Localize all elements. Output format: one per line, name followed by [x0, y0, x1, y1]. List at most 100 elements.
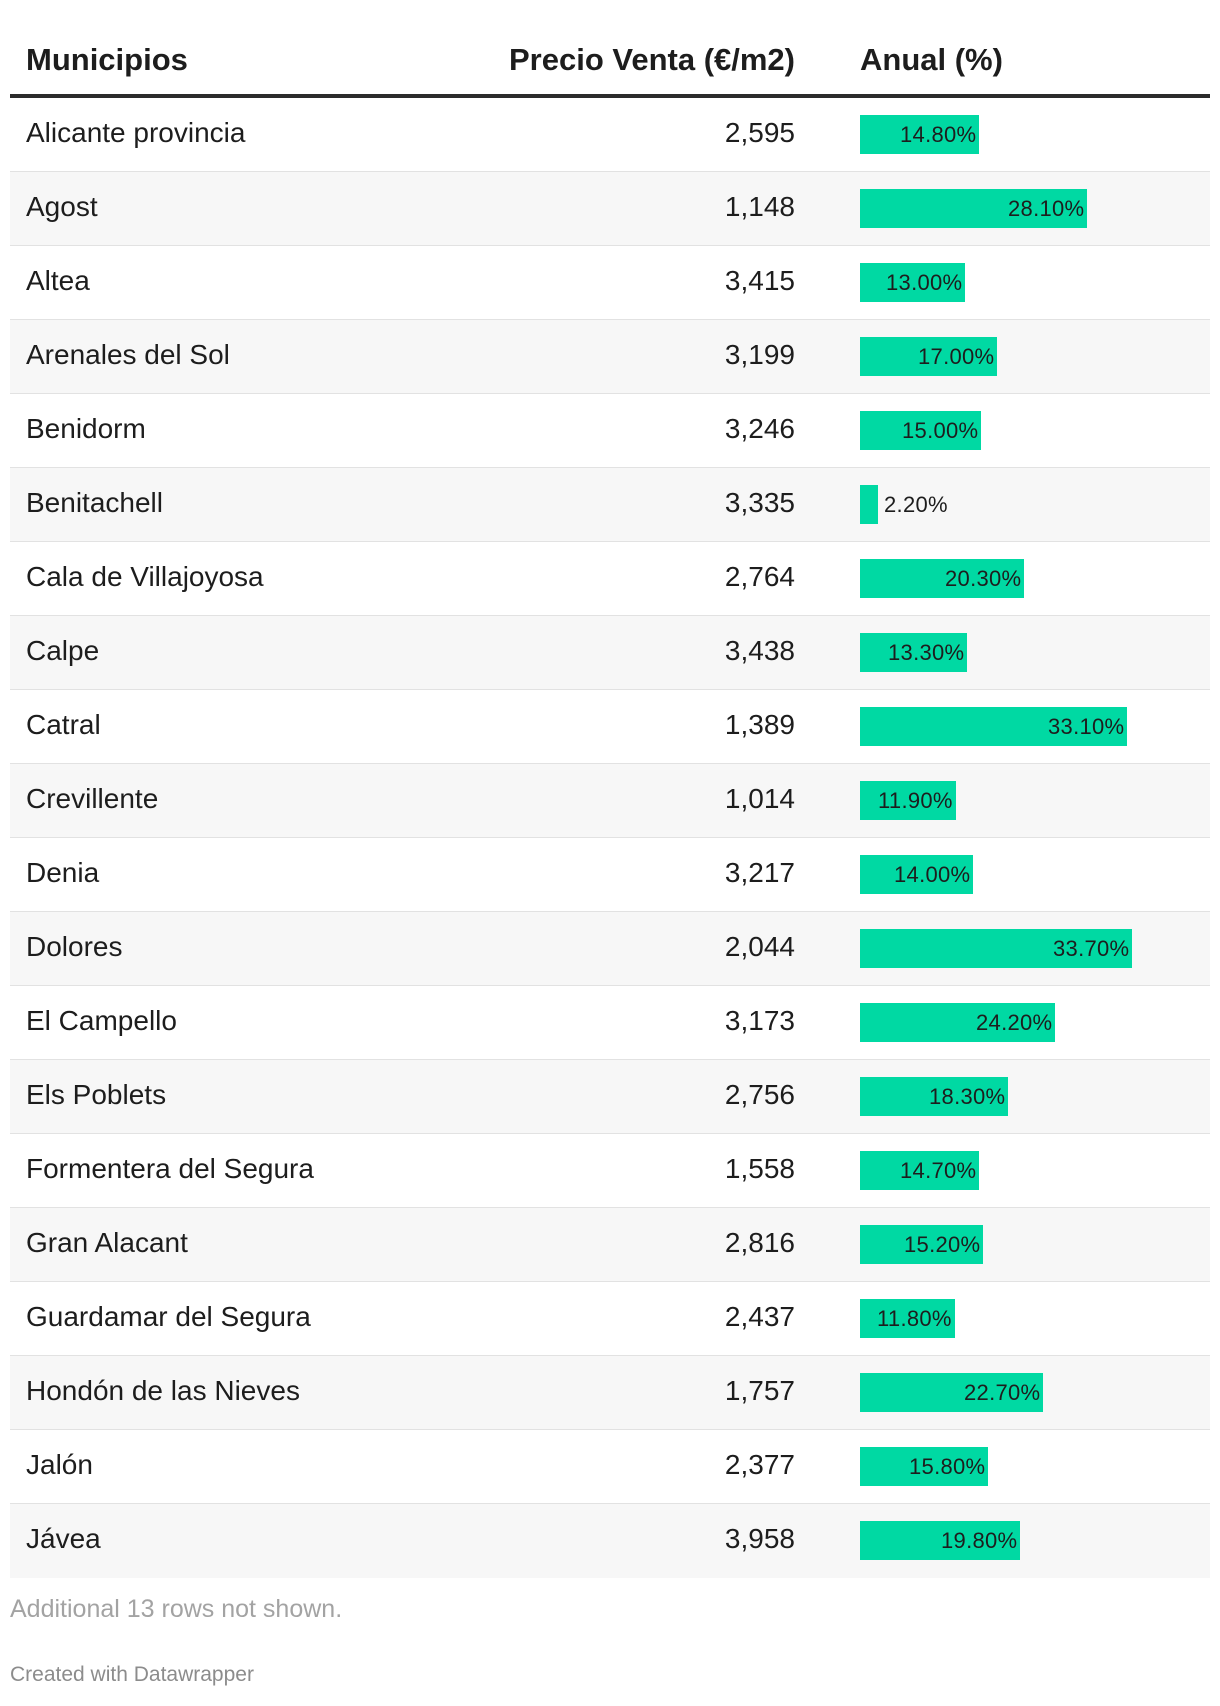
- municipio-cell: Els Poblets: [26, 1079, 167, 1110]
- municipio-cell: Dolores: [26, 931, 123, 962]
- precio-cell: 3,415: [724, 265, 795, 296]
- anual-cell: 15.00%: [860, 411, 1200, 450]
- anual-bar-label: 17.00%: [918, 344, 995, 369]
- table-row: Denia 3,217 14.00%: [10, 838, 1210, 912]
- municipio-cell: Jávea: [26, 1523, 101, 1554]
- precio-cell: 3,438: [724, 635, 795, 666]
- anual-cell: 15.20%: [860, 1225, 1200, 1264]
- precio-cell: 3,217: [724, 857, 795, 888]
- anual-bar-label: 11.90%: [878, 788, 953, 813]
- anual-bar: [860, 781, 956, 820]
- table-row: Gran Alacant 2,816 15.20%: [10, 1208, 1210, 1282]
- precio-cell: 1,389: [724, 709, 795, 740]
- municipio-cell: Cala de Villajoyosa: [26, 561, 264, 592]
- precio-cell: 1,558: [724, 1153, 795, 1184]
- anual-cell: 15.80%: [860, 1447, 1200, 1486]
- anual-bar-label: 13.30%: [888, 640, 965, 665]
- datawrapper-credit[interactable]: Created with Datawrapper: [10, 1663, 254, 1686]
- table-body: Alicante provincia 2,595 14.80% Agost 1,148 2…: [10, 98, 1210, 1578]
- municipio-cell: Alicante provincia: [26, 117, 246, 148]
- anual-bar: [860, 411, 981, 450]
- table-row: Catral 1,389 33.10%: [10, 690, 1210, 764]
- precio-cell: 3,246: [724, 413, 795, 444]
- column-header-anual[interactable]: Anual (%): [860, 42, 1003, 77]
- anual-bar: [860, 1003, 1055, 1042]
- anual-cell: 13.00%: [860, 263, 1200, 302]
- anual-cell: 17.00%: [860, 337, 1200, 376]
- municipio-cell: Crevillente: [26, 783, 159, 814]
- anual-cell: 14.80%: [860, 115, 1200, 154]
- precio-cell: 2,595: [724, 117, 795, 148]
- precio-cell: 2,764: [724, 561, 795, 592]
- anual-bar: [860, 1373, 1043, 1412]
- table-row: Els Poblets 2,756 18.30%: [10, 1060, 1210, 1134]
- anual-bar-label: 33.10%: [1048, 714, 1125, 739]
- table-row: Dolores 2,044 33.70%: [10, 912, 1210, 986]
- municipio-cell: Guardamar del Segura: [26, 1301, 311, 1332]
- municipio-cell: Hondón de las Nieves: [26, 1375, 300, 1406]
- anual-bar: [860, 1225, 983, 1264]
- precio-cell: 1,757: [724, 1375, 795, 1406]
- table-row: Calpe 3,438 13.30%: [10, 616, 1210, 690]
- anual-bar: [860, 929, 1132, 968]
- precio-cell: 2,756: [724, 1079, 795, 1110]
- anual-bar: [860, 633, 967, 672]
- precio-cell: 1,148: [724, 191, 795, 222]
- anual-cell: 11.90%: [860, 781, 1200, 820]
- municipio-cell: Formentera del Segura: [26, 1153, 314, 1184]
- anual-bar: [860, 855, 973, 894]
- anual-bar: [860, 263, 965, 302]
- anual-bar-label: 14.80%: [900, 122, 977, 147]
- anual-bar: [860, 485, 878, 524]
- anual-bar-label: 11.80%: [877, 1306, 952, 1331]
- anual-bar-label: 18.30%: [929, 1084, 1006, 1109]
- precio-cell: 3,199: [724, 339, 795, 370]
- precio-cell: 2,816: [724, 1227, 795, 1258]
- anual-bar-label: 15.20%: [904, 1232, 981, 1257]
- anual-cell: 22.70%: [860, 1373, 1200, 1412]
- data-table: Municipios Precio Venta (€/m2) Anual (%)…: [10, 28, 1210, 1578]
- anual-bar: [860, 559, 1024, 598]
- anual-cell: 24.20%: [860, 1003, 1200, 1042]
- municipio-cell: Jalón: [26, 1449, 93, 1480]
- municipio-cell: Arenales del Sol: [26, 339, 230, 370]
- column-header-municipios[interactable]: Municipios: [26, 42, 188, 77]
- anual-bar: [860, 337, 997, 376]
- rows-not-shown-note: Additional 13 rows not shown.: [10, 1595, 343, 1623]
- anual-bar-label: 15.00%: [902, 418, 979, 443]
- municipio-cell: Gran Alacant: [26, 1227, 188, 1258]
- anual-bar: [860, 115, 979, 154]
- anual-bar-label: 2.20%: [884, 492, 948, 517]
- anual-cell: 28.10%: [860, 189, 1200, 228]
- precio-cell: 2,377: [724, 1449, 795, 1480]
- table-row: Cala de Villajoyosa 2,764 20.30%: [10, 542, 1210, 616]
- municipio-cell: Agost: [26, 191, 98, 222]
- anual-bar-label: 14.00%: [894, 862, 971, 887]
- anual-bar-label: 22.70%: [964, 1380, 1041, 1405]
- municipio-cell: Calpe: [26, 635, 100, 666]
- table-row: Benitachell 3,335 2.20%: [10, 468, 1210, 542]
- table-row: Jávea 3,958 19.80%: [10, 1504, 1210, 1578]
- anual-bar-label: 28.10%: [1008, 196, 1085, 221]
- anual-bar: [860, 1447, 988, 1486]
- table-row: Crevillente 1,014 11.90%: [10, 764, 1210, 838]
- anual-bar: [860, 1521, 1020, 1560]
- municipio-cell: Denia: [26, 857, 100, 888]
- anual-bar: [860, 1151, 979, 1190]
- table-row: El Campello 3,173 24.20%: [10, 986, 1210, 1060]
- anual-bar-label: 33.70%: [1053, 936, 1130, 961]
- table-row: Agost 1,148 28.10%: [10, 172, 1210, 246]
- anual-cell: 18.30%: [860, 1077, 1200, 1116]
- anual-cell: 33.10%: [860, 707, 1200, 746]
- precio-cell: 3,335: [724, 487, 795, 518]
- anual-cell: 14.70%: [860, 1151, 1200, 1190]
- municipio-cell: Altea: [26, 265, 90, 296]
- municipio-cell: Catral: [26, 709, 101, 740]
- table-row: Arenales del Sol 3,199 17.00%: [10, 320, 1210, 394]
- precio-cell: 2,044: [724, 931, 795, 962]
- column-header-precio-venta[interactable]: Precio Venta (€/m2): [508, 42, 795, 77]
- table-row: Altea 3,415 13.00%: [10, 246, 1210, 320]
- precio-cell: 2,437: [724, 1301, 795, 1332]
- anual-cell: 11.80%: [860, 1299, 1200, 1338]
- table-row: Hondón de las Nieves 1,757 22.70%: [10, 1356, 1210, 1430]
